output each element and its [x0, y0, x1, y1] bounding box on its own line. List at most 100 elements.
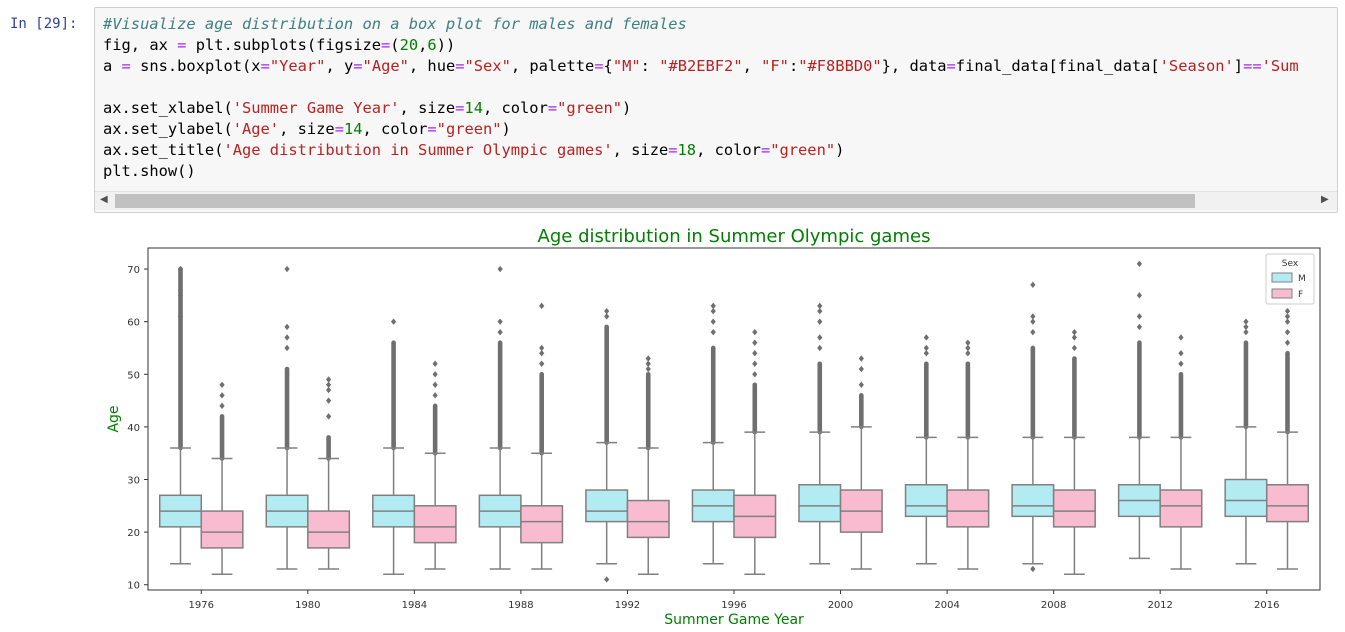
code-token: =	[455, 99, 465, 117]
code-token: =	[594, 57, 604, 75]
code-token: final_data[final_data[	[955, 57, 1160, 75]
box-f	[1159, 489, 1203, 528]
code-token: "F"	[761, 57, 789, 75]
code-token: =	[177, 36, 187, 54]
code-token: , y	[325, 57, 354, 75]
scroll-left-icon[interactable]: ◀	[100, 194, 108, 205]
y-tick-label: 70	[127, 265, 140, 276]
legend-label: M	[1298, 274, 1306, 284]
code-token: ))	[436, 36, 456, 54]
box-f	[1265, 484, 1310, 523]
code-token: plt.subplots(figsize	[186, 36, 382, 54]
outlier-point	[539, 350, 545, 357]
outlier-point	[390, 318, 397, 325]
outlier-point	[177, 292, 184, 299]
legend-label: F	[1298, 290, 1303, 300]
outlier-point	[432, 371, 438, 378]
outlier-point	[1136, 313, 1143, 320]
outlier-point	[325, 386, 332, 394]
code-token: ax.set_xlabel(	[103, 99, 233, 117]
scrollbar-thumb[interactable]	[115, 194, 1195, 208]
legend-swatch-m	[1271, 272, 1293, 283]
y-tick-label: 60	[127, 318, 140, 329]
code-token: "Year"	[269, 57, 326, 75]
outlier-point	[710, 318, 716, 325]
plot-frame	[147, 247, 1321, 591]
box-f	[307, 510, 351, 549]
code-token: 'Age'	[232, 120, 280, 138]
outlier-point	[645, 355, 651, 362]
code-token: ]	[1233, 57, 1244, 75]
code-editor[interactable]: #Visualize age distribution on a box plo…	[103, 14, 1299, 182]
outlier-point	[965, 344, 971, 352]
code-token: , size	[279, 120, 335, 138]
chart-title: Age distribution in Summer Olympic games	[538, 226, 931, 247]
code-token: , size	[612, 141, 669, 159]
code-token: =	[547, 99, 558, 117]
code-token: 14	[464, 99, 483, 117]
outlier-point	[1284, 339, 1291, 346]
outlier-point	[604, 307, 610, 315]
outlier-point	[817, 344, 823, 352]
code-token: 'Sum	[1261, 57, 1299, 75]
code-token: ,	[418, 36, 428, 54]
code-token: , hue	[408, 57, 456, 75]
code-token: )	[622, 99, 632, 117]
outlier-point	[219, 392, 225, 399]
y-tick-label: 30	[127, 476, 140, 487]
y-tick-label: 10	[127, 581, 140, 592]
code-token: =	[455, 57, 465, 75]
box-m	[798, 484, 842, 523]
box-m	[1011, 484, 1055, 518]
outlier-point	[432, 360, 438, 367]
outlier-point	[752, 339, 758, 346]
code-token: , color	[482, 99, 548, 117]
outlier-point	[177, 286, 184, 294]
outlier-point	[1178, 334, 1184, 341]
code-token: =	[381, 36, 391, 54]
outlier-point	[817, 307, 823, 315]
y-tick-label: 20	[127, 528, 140, 539]
code-token: (	[390, 36, 400, 54]
code-line: #Visualize age distribution on a box plo…	[103, 14, 1299, 35]
scroll-right-icon[interactable]: ▶	[1321, 194, 1329, 205]
code-token: ,	[742, 57, 762, 75]
outlier-point	[1030, 565, 1036, 573]
code-token: ax.set_title(	[103, 141, 224, 159]
code-line: a = sns.boxplot(x="Year", y="Age", hue="…	[103, 56, 1299, 77]
code-token: }, data	[881, 57, 947, 75]
outlier-point	[965, 339, 971, 346]
code-token: "Age"	[362, 57, 409, 75]
outlier-point	[710, 307, 716, 315]
code-token: fig, ax	[103, 36, 178, 54]
x-tick-label: 1976	[189, 600, 214, 611]
outlier-point	[1284, 318, 1291, 325]
outlier-point	[858, 381, 864, 388]
box-m	[585, 489, 629, 523]
outlier-point	[965, 350, 971, 357]
outlier-point	[1071, 344, 1078, 352]
code-token: 20	[399, 36, 419, 54]
code-token: 'Age distribution in Summer Olympic game…	[223, 141, 613, 159]
cell-prompt: In [29]:	[10, 16, 78, 32]
code-line: ax.set_xlabel('Summer Game Year', size=1…	[103, 98, 1299, 119]
code-cell[interactable]: #Visualize age distribution on a box plo…	[94, 7, 1338, 213]
box-f	[1052, 489, 1096, 528]
legend-title: Sex	[1282, 259, 1299, 269]
outlier-point	[497, 265, 503, 273]
x-tick-label: 2016	[1254, 600, 1279, 611]
outlier-point	[284, 323, 290, 331]
outlier-point	[284, 334, 290, 341]
horizontal-scrollbar[interactable]: ◀ ▶	[95, 191, 1337, 210]
code-token: ax.set_ylabel(	[103, 120, 233, 138]
code-token: a	[103, 57, 122, 75]
outlier-point	[752, 350, 758, 357]
x-tick-label: 1996	[721, 600, 746, 611]
outlier-point	[1030, 281, 1036, 289]
code-token: 6	[427, 36, 437, 54]
outlier-point	[923, 350, 929, 357]
code-token: 'Season'	[1159, 57, 1234, 75]
outlier-point	[858, 365, 864, 373]
x-axis-label: Summer Game Year	[664, 612, 804, 628]
code-token: plt.show()	[103, 162, 196, 180]
